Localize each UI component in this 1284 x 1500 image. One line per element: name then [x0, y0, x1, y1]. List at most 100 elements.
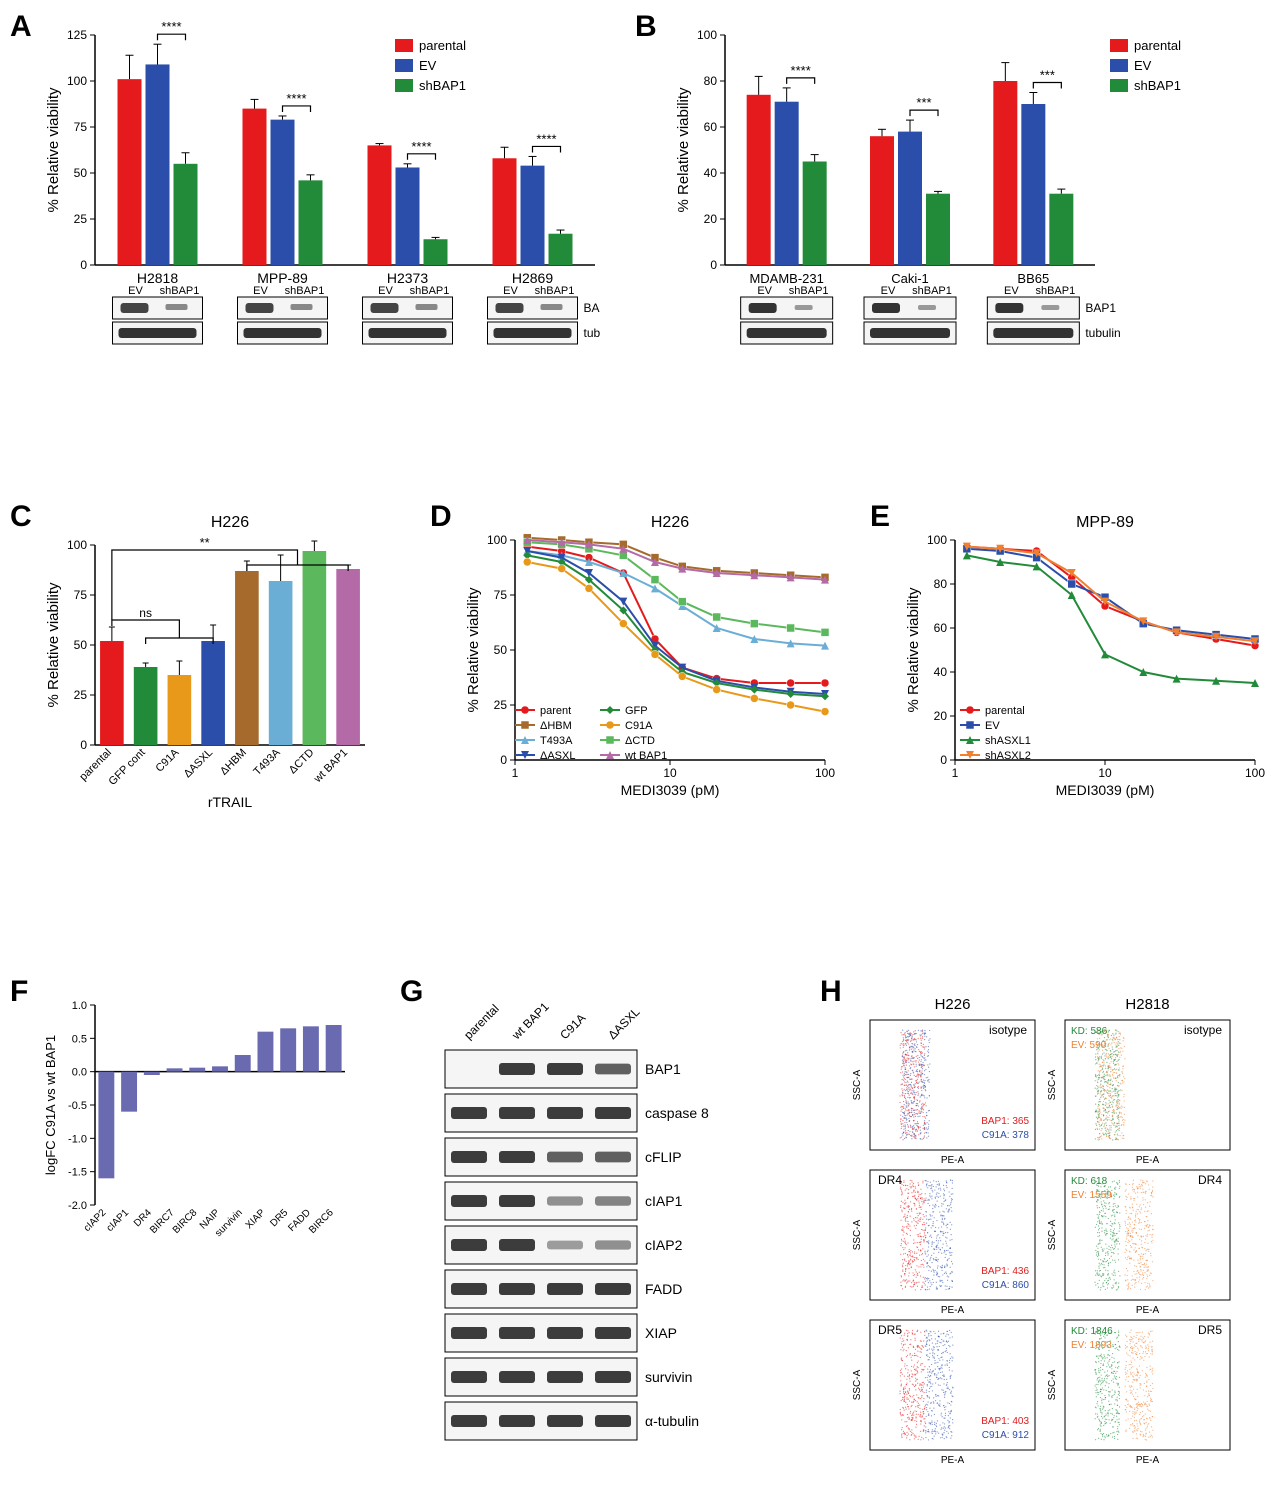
panel-F: -2.0-1.5-1.0-0.50.00.51.0logFC C91A vs w…: [40, 995, 370, 1300]
svg-text:GFP: GFP: [625, 705, 648, 717]
panel-B: 020406080100% Relative viabilityMDAMB-23…: [670, 20, 1250, 375]
svg-text:PE-A: PE-A: [1136, 1155, 1160, 1166]
svg-text:10: 10: [1098, 766, 1112, 780]
svg-text:wt BAP1: wt BAP1: [509, 999, 552, 1042]
svg-text:EV: 590: EV: 590: [1071, 1040, 1107, 1051]
svg-text:0: 0: [80, 738, 87, 752]
svg-text:parental: parental: [1134, 38, 1181, 53]
svg-text:EV: EV: [1004, 285, 1019, 297]
svg-text:H226: H226: [935, 996, 971, 1013]
svg-text:% Relative viability: % Relative viability: [465, 587, 482, 713]
svg-text:cFLIP: cFLIP: [645, 1149, 682, 1165]
panel-G-label: G: [400, 975, 423, 1009]
svg-text:C91A: C91A: [154, 746, 182, 774]
svg-text:***: ***: [1040, 68, 1055, 83]
svg-text:BAP1: BAP1: [645, 1061, 681, 1077]
panel-F-svg: -2.0-1.5-1.0-0.50.00.51.0logFC C91A vs w…: [40, 995, 370, 1295]
svg-text:shBAP1: shBAP1: [410, 285, 450, 297]
panel-B-svg: 020406080100% Relative viabilityMDAMB-23…: [670, 20, 1250, 370]
svg-text:ΔASXL: ΔASXL: [540, 750, 575, 762]
svg-text:T493A: T493A: [540, 735, 573, 747]
svg-text:parental: parental: [419, 38, 466, 53]
svg-text:PE-A: PE-A: [1136, 1305, 1160, 1316]
svg-text:BAP1: BAP1: [584, 301, 601, 315]
svg-text:H2373: H2373: [387, 270, 428, 286]
svg-text:ΔASXL: ΔASXL: [605, 1005, 642, 1042]
panel-D-svg: H2260255075100110100% Relative viability…: [460, 515, 860, 845]
svg-text:SSC-A: SSC-A: [852, 1069, 863, 1100]
svg-text:75: 75: [74, 588, 88, 602]
svg-text:0: 0: [500, 753, 507, 767]
svg-text:rTRAIL: rTRAIL: [208, 794, 253, 810]
panel-H-label: H: [820, 975, 842, 1009]
svg-text:SSC-A: SSC-A: [1047, 1369, 1058, 1400]
svg-text:KD: 618: KD: 618: [1071, 1176, 1108, 1187]
svg-text:isotype: isotype: [989, 1023, 1027, 1037]
panel-A-label: A: [10, 10, 32, 44]
svg-text:EV: EV: [128, 285, 143, 297]
svg-text:SSC-A: SSC-A: [1047, 1069, 1058, 1100]
svg-text:SSC-A: SSC-A: [852, 1369, 863, 1400]
svg-text:50: 50: [74, 166, 88, 180]
panel-H: H226H2818PE-ASSC-AisotypeBAP1: 365C91A: …: [850, 995, 1280, 1480]
svg-text:100: 100: [1245, 766, 1265, 780]
svg-text:GFP cont: GFP cont: [107, 747, 148, 788]
svg-text:****: ****: [536, 131, 556, 146]
svg-text:BIRC7: BIRC7: [148, 1207, 177, 1236]
svg-text:****: ****: [791, 63, 811, 78]
svg-text:tubulin: tubulin: [1085, 326, 1120, 340]
svg-text:MPP-89: MPP-89: [1076, 515, 1134, 531]
svg-text:shBAP1: shBAP1: [1035, 285, 1075, 297]
svg-text:% Relative viability: % Relative viability: [45, 87, 62, 213]
panel-D-label: D: [430, 500, 452, 534]
panel-G: parentalwt BAP1C91AΔASXLBAP1caspase 8cFL…: [435, 995, 795, 1480]
svg-text:EV: EV: [1134, 58, 1152, 73]
panel-D: H2260255075100110100% Relative viability…: [460, 515, 860, 850]
svg-text:KD: 586: KD: 586: [1071, 1026, 1108, 1037]
svg-text:20: 20: [934, 709, 948, 723]
svg-text:% Relative viability: % Relative viability: [905, 587, 922, 713]
svg-text:logFC C91A vs wt BAP1: logFC C91A vs wt BAP1: [43, 1035, 58, 1175]
svg-text:***: ***: [916, 95, 931, 110]
svg-text:shBAP1: shBAP1: [789, 285, 829, 297]
svg-text:1: 1: [952, 766, 959, 780]
svg-text:C91A: C91A: [557, 1011, 588, 1042]
svg-text:100: 100: [67, 74, 87, 88]
svg-text:DR5: DR5: [878, 1323, 902, 1337]
panel-F-label: F: [10, 975, 28, 1009]
svg-text:25: 25: [494, 698, 508, 712]
svg-text:DR4: DR4: [1198, 1173, 1222, 1187]
svg-text:40: 40: [934, 665, 948, 679]
svg-text:BAP1: 403: BAP1: 403: [981, 1416, 1029, 1427]
panel-C: H2260255075100% Relative viabilityparent…: [40, 515, 410, 850]
svg-text:isotype: isotype: [1184, 1023, 1222, 1037]
svg-text:10: 10: [663, 766, 677, 780]
svg-text:MPP-89: MPP-89: [257, 270, 308, 286]
svg-text:% Relative viability: % Relative viability: [675, 87, 692, 213]
svg-text:C91A: C91A: [625, 720, 653, 732]
svg-text:T493A: T493A: [251, 746, 283, 778]
svg-text:EV: 1559: EV: 1559: [1071, 1190, 1112, 1201]
svg-text:-2.0: -2.0: [68, 1200, 87, 1212]
svg-text:-0.5: -0.5: [68, 1100, 87, 1112]
panel-G-svg: parentalwt BAP1C91AΔASXLBAP1caspase 8cFL…: [435, 995, 795, 1475]
svg-text:PE-A: PE-A: [941, 1155, 965, 1166]
svg-text:EV: 1893: EV: 1893: [1071, 1340, 1112, 1351]
svg-text:50: 50: [74, 638, 88, 652]
svg-text:25: 25: [74, 688, 88, 702]
svg-text:shASXL2: shASXL2: [985, 750, 1031, 762]
svg-text:DR4: DR4: [878, 1173, 902, 1187]
svg-text:1.0: 1.0: [72, 1000, 87, 1012]
svg-text:ΔHBM: ΔHBM: [218, 747, 249, 778]
svg-text:40: 40: [704, 166, 718, 180]
svg-text:PE-A: PE-A: [941, 1455, 965, 1466]
svg-text:**: **: [200, 535, 210, 550]
svg-text:75: 75: [74, 120, 88, 134]
svg-text:SSC-A: SSC-A: [852, 1219, 863, 1250]
svg-text:PE-A: PE-A: [1136, 1455, 1160, 1466]
svg-text:wt BAP1: wt BAP1: [624, 750, 667, 762]
svg-text:BB65: BB65: [1017, 271, 1049, 286]
svg-text:0: 0: [940, 753, 947, 767]
svg-text:ΔHBM: ΔHBM: [540, 720, 572, 732]
panel-A: 0255075100125% Relative viabilityH2818**…: [40, 20, 600, 375]
